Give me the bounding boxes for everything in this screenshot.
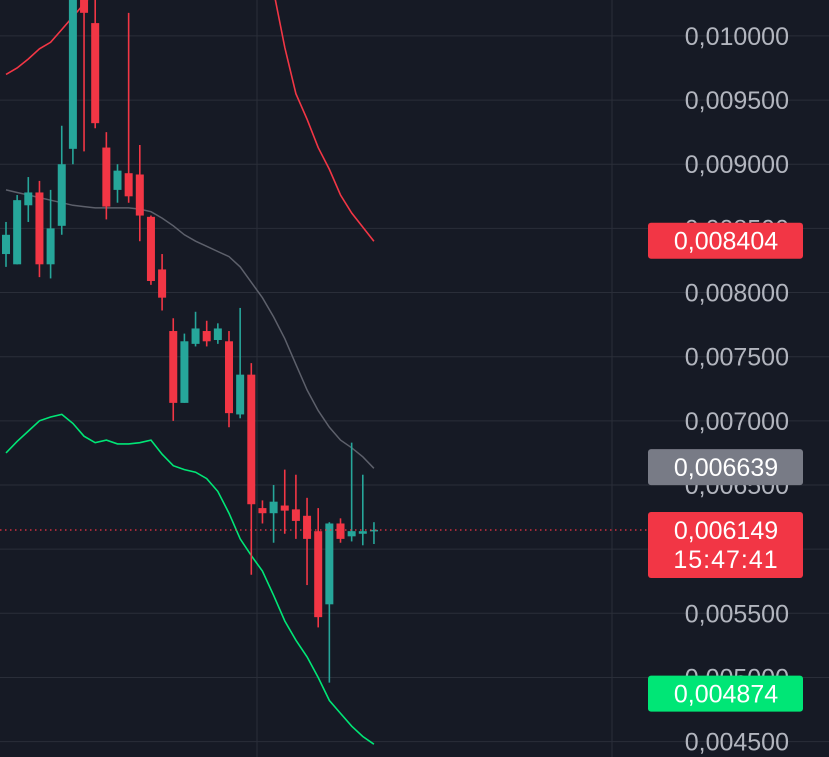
candle[interactable] <box>269 484 278 543</box>
candle[interactable] <box>102 132 111 220</box>
candle-body <box>158 269 167 298</box>
candle[interactable] <box>146 215 155 285</box>
price-tick-label: 0,008000 <box>685 280 789 308</box>
candle[interactable] <box>13 195 22 265</box>
candle-body <box>102 147 111 207</box>
band-middle-line <box>5 189 375 469</box>
candle[interactable] <box>213 323 222 344</box>
candle-body <box>325 523 334 605</box>
band-lower-line <box>5 413 375 745</box>
candle[interactable] <box>347 442 356 542</box>
candle-body <box>135 174 144 216</box>
price-scale[interactable]: 0,0100000,0095000,0090000,0085000,008000… <box>685 23 789 757</box>
candle-body <box>113 170 122 190</box>
candle-body <box>2 234 10 255</box>
candle[interactable] <box>158 254 167 311</box>
candle-body <box>236 374 245 415</box>
candle[interactable] <box>225 331 233 428</box>
candle-body <box>169 331 178 403</box>
candle[interactable] <box>314 508 323 628</box>
candle-body <box>80 0 89 13</box>
candle-body <box>146 216 155 281</box>
candle-body <box>191 328 200 344</box>
candle[interactable] <box>303 497 312 586</box>
lower-band-value-label: 0,004874 <box>674 681 778 709</box>
candle[interactable] <box>2 221 10 267</box>
last-price-countdown: 15:47:41 <box>673 546 778 574</box>
candle-body <box>347 531 356 537</box>
candle-body <box>314 531 323 618</box>
price-tick-label: 0,009000 <box>685 151 789 179</box>
price-tick-label: 0,009500 <box>685 87 789 115</box>
bollinger-bands <box>5 0 375 745</box>
upper-band-value-badge-bg <box>648 222 803 259</box>
price-tick-label: 0,010000 <box>685 23 789 51</box>
candle[interactable] <box>202 320 211 347</box>
candle-body <box>269 501 278 514</box>
candle[interactable] <box>80 0 89 152</box>
candle-body <box>258 508 267 514</box>
middle-band-value-label: 0,006639 <box>674 454 778 482</box>
candle[interactable] <box>46 189 55 279</box>
candle[interactable] <box>280 469 289 534</box>
candle-body <box>57 164 66 226</box>
candle-body <box>369 529 378 532</box>
candle-body <box>213 328 222 341</box>
price-tick-label: 0,007000 <box>685 408 789 436</box>
candle-body <box>202 331 211 342</box>
candle-body <box>280 505 289 511</box>
candlesticks[interactable] <box>2 0 378 683</box>
candle-body <box>46 228 55 265</box>
upper-band-value-badge: 0,008404 <box>648 222 803 259</box>
candle[interactable] <box>113 164 122 203</box>
last-price-label: 0,006149 <box>674 517 778 545</box>
candle-body <box>336 523 345 539</box>
last-price-badge-bg <box>648 512 803 579</box>
middle-band-value-badge: 0,006639 <box>648 449 803 486</box>
candle-body <box>68 0 77 149</box>
candle-body <box>13 200 22 265</box>
candle-body <box>91 23 100 124</box>
candle[interactable] <box>135 144 144 242</box>
candle[interactable] <box>24 177 33 222</box>
candle[interactable] <box>369 522 378 545</box>
candle[interactable] <box>258 500 267 524</box>
band-upper-line <box>5 0 375 242</box>
candle[interactable] <box>180 333 189 403</box>
candle[interactable] <box>35 180 44 278</box>
candle-body <box>247 374 256 505</box>
candle-body <box>35 192 44 265</box>
candle-body <box>291 509 300 521</box>
candle[interactable] <box>124 12 133 203</box>
candle[interactable] <box>68 0 77 165</box>
candle-body <box>24 192 33 206</box>
candle-body <box>358 531 367 534</box>
candle[interactable] <box>325 522 334 683</box>
candle-body <box>303 515 312 539</box>
candle[interactable] <box>358 474 367 546</box>
candle-body <box>124 173 133 197</box>
candle[interactable] <box>57 125 66 235</box>
candle[interactable] <box>291 474 300 539</box>
middle-band-value-badge-bg <box>648 449 803 486</box>
price-tick-label: 0,005500 <box>685 600 789 628</box>
lower-band-value-badge-bg <box>648 675 803 712</box>
candle[interactable] <box>247 363 256 575</box>
lower-band-value-badge: 0,004874 <box>648 675 803 712</box>
upper-band-value-label: 0,008404 <box>674 228 778 256</box>
price-tick-label: 0,007500 <box>685 344 789 372</box>
candle[interactable] <box>191 311 200 347</box>
candle-body <box>180 341 189 403</box>
candle-body <box>225 341 233 414</box>
candle[interactable] <box>91 0 100 129</box>
price-tick-label: 0,004500 <box>685 729 789 757</box>
candle[interactable] <box>236 307 245 419</box>
candle[interactable] <box>169 318 178 421</box>
